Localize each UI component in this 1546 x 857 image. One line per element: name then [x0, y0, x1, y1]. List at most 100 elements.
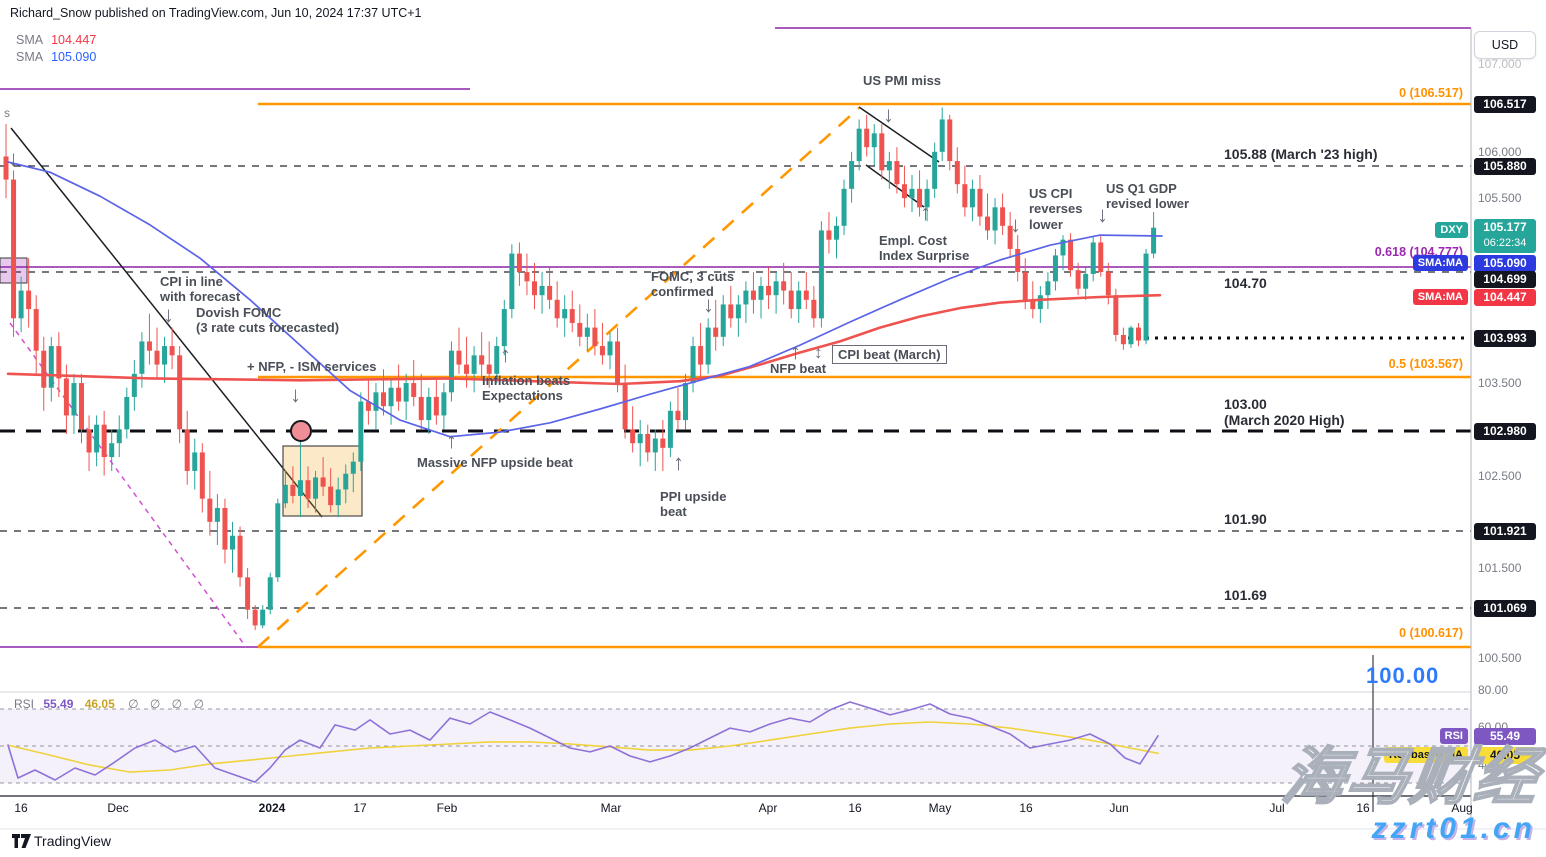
candle-body[interactable] — [1022, 272, 1028, 300]
candle-body[interactable] — [720, 304, 726, 337]
annotation-text[interactable]: US Q1 GDP revised lower — [1106, 181, 1190, 212]
candle-body[interactable] — [886, 161, 892, 171]
candle-body[interactable] — [365, 401, 371, 411]
candle-body[interactable] — [615, 341, 621, 384]
candle-body[interactable] — [433, 396, 439, 416]
candle-body[interactable] — [909, 188, 915, 199]
candle-body[interactable] — [290, 484, 296, 496]
candle-body[interactable] — [675, 410, 681, 421]
candle-body[interactable] — [373, 392, 379, 411]
candle-body[interactable] — [41, 350, 47, 388]
candle-body[interactable] — [486, 364, 492, 374]
tradingview-brand-text[interactable]: TradingView — [34, 833, 112, 849]
candle-body[interactable] — [1045, 281, 1051, 296]
annotation-arrow-down[interactable]: ↓ — [290, 382, 301, 407]
candle-body[interactable] — [396, 387, 402, 402]
candle-body[interactable] — [154, 350, 160, 365]
candle-body[interactable] — [698, 346, 704, 365]
candle-body[interactable] — [1151, 227, 1157, 254]
candle-body[interactable] — [18, 290, 24, 319]
candle-body[interactable] — [683, 383, 688, 421]
candle-body[interactable] — [1037, 295, 1043, 310]
candle-body[interactable] — [532, 281, 537, 296]
candle-body[interactable] — [992, 207, 998, 231]
candle-body[interactable] — [939, 119, 945, 152]
candle-body[interactable] — [418, 396, 424, 421]
candle-body[interactable] — [177, 355, 183, 430]
candle-body[interactable] — [834, 225, 839, 240]
candle-body[interactable] — [381, 392, 386, 407]
annotation-text[interactable]: US PMI miss — [863, 73, 942, 88]
trendline[interactable] — [9, 322, 247, 648]
candle-body[interactable] — [501, 309, 507, 347]
candle-body[interactable] — [1052, 255, 1058, 282]
rsi-ma-line[interactable] — [7, 721, 1159, 773]
candle-body[interactable] — [192, 452, 198, 471]
candle-body[interactable] — [63, 378, 69, 416]
candle-body[interactable] — [977, 188, 983, 217]
candle-body[interactable] — [743, 290, 749, 305]
candle-body[interactable] — [758, 285, 764, 300]
candle-body[interactable] — [622, 383, 628, 430]
annotation-arrow-up[interactable]: ↑ — [673, 450, 684, 475]
annotation-text[interactable]: FOMC, 3 cuts confirmed — [651, 269, 735, 300]
annotation-text[interactable]: Inflation beats Expectations — [482, 373, 571, 404]
candle-body[interactable] — [1007, 225, 1013, 249]
annotation-text[interactable]: PPI upside beat — [660, 489, 727, 520]
candle-body[interactable] — [441, 392, 447, 416]
candle-body[interactable] — [48, 346, 54, 388]
candle-body[interactable] — [343, 473, 349, 490]
candle-body[interactable] — [735, 304, 741, 319]
candle-body[interactable] — [818, 230, 824, 319]
candle-body[interactable] — [894, 161, 900, 185]
candle-body[interactable] — [184, 429, 190, 471]
candle-body[interactable] — [388, 387, 394, 407]
candle-body[interactable] — [524, 272, 530, 282]
candle-body[interactable] — [1030, 299, 1036, 310]
candle-body[interactable] — [207, 498, 213, 522]
level-label[interactable]: 105.88 (March '23 high) — [1224, 146, 1378, 162]
candle-body[interactable] — [901, 184, 907, 199]
fib-label[interactable]: 0 (106.517) — [1399, 86, 1463, 100]
candle-body[interactable] — [313, 477, 319, 499]
sma-slow-line[interactable] — [7, 161, 1163, 438]
tradingview-logo[interactable] — [12, 834, 31, 853]
candle-body[interactable] — [592, 327, 598, 347]
candle-body[interactable] — [305, 480, 311, 499]
candle-body[interactable] — [1090, 242, 1096, 274]
candle-body[interactable] — [471, 355, 477, 374]
candle-body[interactable] — [214, 507, 220, 522]
candle-body[interactable] — [11, 179, 17, 319]
candle-body[interactable] — [766, 285, 772, 296]
level-label[interactable]: 101.90 — [1224, 511, 1267, 527]
candle-body[interactable] — [690, 346, 696, 384]
candle-body[interactable] — [1120, 334, 1126, 345]
candle-body[interactable] — [705, 327, 711, 365]
trendline[interactable] — [865, 164, 925, 208]
candle-body[interactable] — [94, 424, 100, 453]
annotation-text[interactable]: Massive NFP upside beat — [417, 455, 573, 470]
candle-body[interactable] — [139, 341, 145, 374]
candle-body[interactable] — [1068, 239, 1074, 271]
annotation-arrow-down[interactable]: ↓ — [703, 292, 714, 317]
candle-body[interactable] — [1136, 327, 1141, 341]
candle-body[interactable] — [864, 128, 870, 148]
annotation-text[interactable]: + NFP, - ISM services — [247, 359, 377, 374]
candle-body[interactable] — [124, 396, 130, 430]
candle-body[interactable] — [1015, 248, 1021, 273]
candle-body[interactable] — [411, 383, 417, 397]
candle-body[interactable] — [146, 341, 152, 351]
candle-body[interactable] — [494, 346, 500, 374]
trendline[interactable] — [10, 127, 323, 518]
candle-body[interactable] — [781, 281, 787, 291]
sma-fast-line[interactable] — [6, 293, 1162, 386]
candle-body[interactable] — [969, 188, 975, 208]
annotation-arrow-up[interactable]: ↑ — [920, 200, 931, 225]
annotation-arrow-up[interactable]: ↑ — [446, 428, 457, 453]
candle-body[interactable] — [539, 285, 545, 296]
candle-body[interactable] — [516, 253, 522, 273]
candle-body[interactable] — [856, 128, 862, 162]
candle-body[interactable] — [79, 383, 84, 430]
level-label[interactable]: 103.00 (March 2020 High) — [1224, 396, 1345, 429]
candle-body[interactable] — [1105, 272, 1111, 296]
